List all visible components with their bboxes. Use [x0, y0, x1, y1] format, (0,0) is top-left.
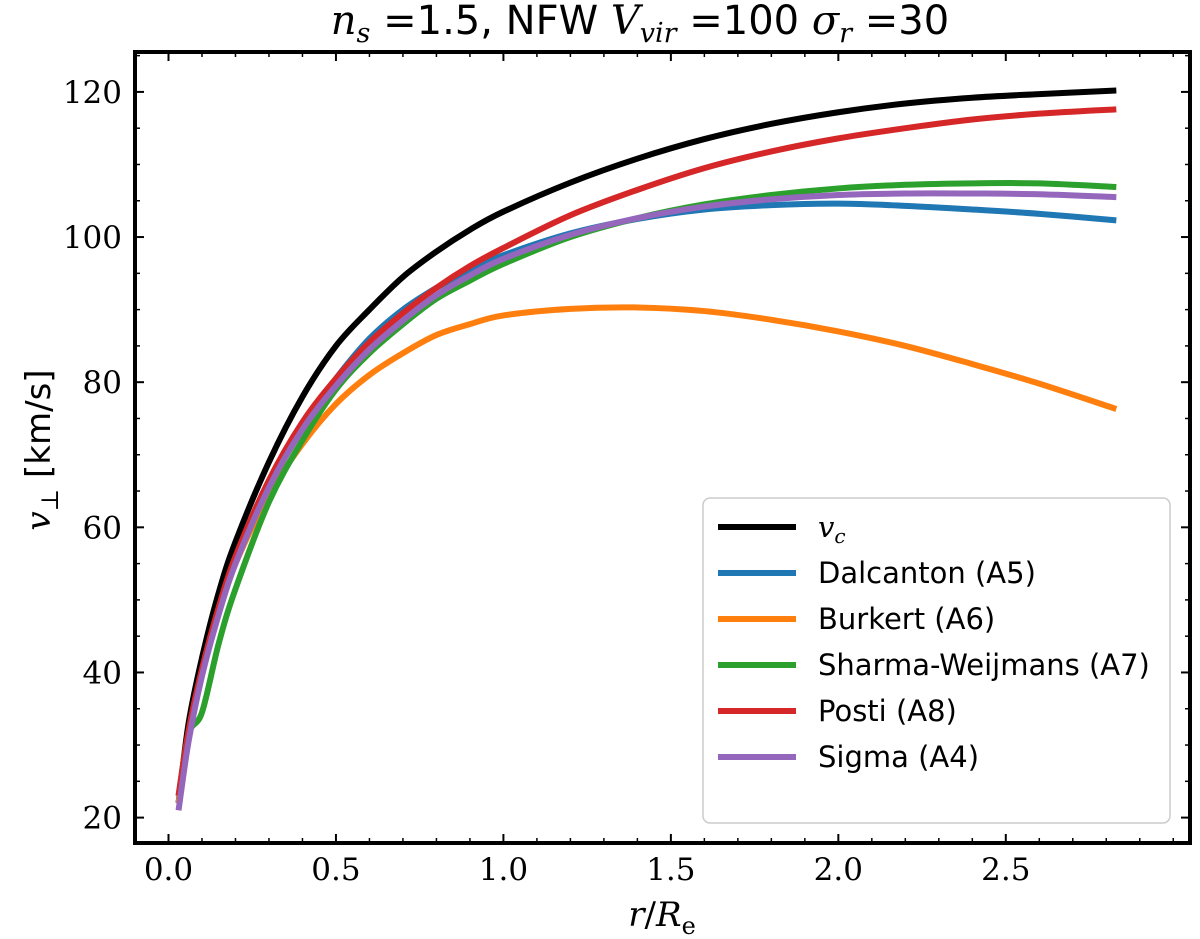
plot-frame [133, 50, 1192, 845]
title-var-sigma: σ [812, 0, 841, 44]
legend-label-2: Burkert (A6) [818, 602, 995, 636]
y-axis-label: v⊥ [km/s] [19, 369, 64, 530]
x-tick-label-0: 0.0 [144, 852, 193, 888]
x-tick-label-4: 2.0 [814, 852, 863, 888]
x-tick-label-5: 2.5 [981, 852, 1030, 888]
legend-label-4: Posti (A8) [818, 694, 957, 728]
legend-label-5: Sigma (A4) [818, 740, 979, 774]
legend: vc Dalcanton (A5) Burkert (A6) Sharma-Weijm… [702, 497, 1171, 824]
title-sub-vir: vir [640, 18, 679, 49]
legend-label-1: Dalcanton (A5) [818, 556, 1036, 590]
chart-title: ns =1.5, NFW Vvir =100 σr =30 [331, 0, 949, 49]
title-text-1: =1.5, NFW [370, 0, 610, 44]
x-tick-label-3: 1.5 [646, 852, 695, 888]
y-axis-label-sub: ⊥ [36, 489, 64, 512]
y-axis-label-unit: [km/s] [19, 369, 59, 488]
y-tick-label-4: 100 [63, 220, 122, 256]
x-axis-label-sub: e [682, 912, 696, 939]
series-line-0 [175, 87, 1117, 804]
y-tick-label-3: 80 [83, 365, 122, 401]
legend-box [702, 497, 1171, 824]
title-var-n: n [331, 0, 357, 44]
x-axis-label-var: r [628, 895, 646, 935]
title-text-2: =100 [677, 0, 812, 44]
y-tick-label-1: 40 [83, 655, 122, 691]
x-tick-label-2: 1.0 [479, 852, 528, 888]
y-tick-label-5: 120 [63, 75, 122, 111]
series-line-5 [175, 190, 1117, 811]
series-layer [175, 87, 1118, 811]
title-sub-s: s [357, 18, 371, 49]
legend-label-3: Sharma-Weijmans (A7) [818, 648, 1150, 682]
x-axis-label: r/Re [628, 895, 696, 939]
title-var-v: V [611, 0, 644, 44]
x-axis-label-sep: / [644, 895, 656, 935]
x-axis-label-var2: R [655, 895, 682, 935]
series-line-3 [175, 180, 1117, 797]
x-tick-label-1: 0.5 [311, 852, 360, 888]
legend-label-0: vc [818, 510, 846, 548]
y-tick-label-0: 20 [83, 801, 122, 837]
legend-items: vc Dalcanton (A5) Burkert (A6) Sharma-Weijm… [718, 510, 1150, 774]
title-sub-r: r [839, 18, 854, 49]
y-axis-label-var: v [19, 511, 59, 530]
title-text-3: =30 [852, 0, 949, 44]
y-tick-label-2: 60 [83, 510, 122, 546]
